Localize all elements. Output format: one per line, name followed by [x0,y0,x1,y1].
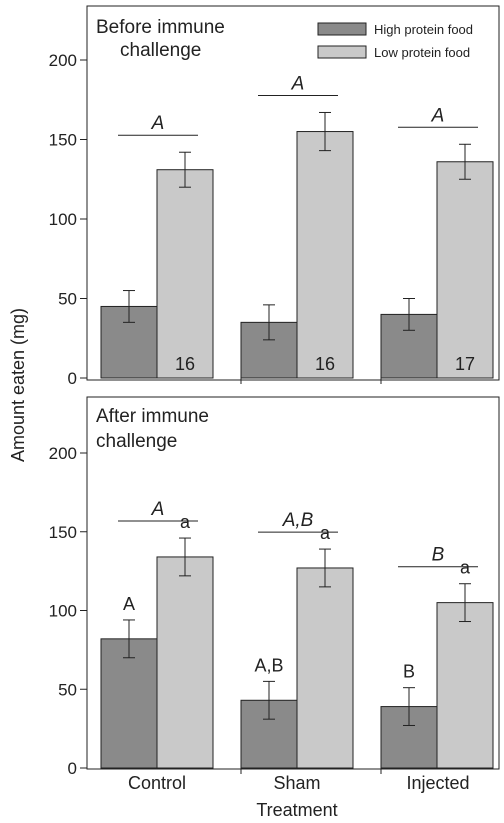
legend-swatch-high-protein [317,22,367,36]
y-tick-label-after-0: 0 [68,759,77,778]
category-label-control: Control [128,773,186,793]
legend-swatch-low-protein [317,45,367,59]
group-letter-after-injected: B [432,545,445,566]
group-letter-before-injected: A [431,105,445,126]
bar-after-control-low-protein [156,556,214,769]
sample-size-before-control: 16 [175,354,195,374]
panel-title-before-line2: challenge [120,40,201,61]
plot-before: 0 50 100 150 200 A 16 A 16 A 17 [49,51,494,388]
bar-letter-after-injected-low-protein: a [460,558,471,578]
legend-label-high-protein: High protein food [374,22,473,37]
y-tick-label-before-100: 100 [49,210,77,229]
x-axis-title: Treatment [256,800,337,820]
y-tick-label-after-100: 100 [49,602,77,621]
group-letter-after-control: A [151,499,165,520]
y-tick-label-after-150: 150 [49,523,77,542]
panel-title-after-line2: challenge [96,431,177,452]
category-label-injected: Injected [406,773,469,793]
bar-before-sham-low-protein [296,131,354,379]
y-tick-label-before-200: 200 [49,51,77,70]
legend: High protein food Low protein food [317,22,473,60]
y-tick-label-before-0: 0 [68,369,77,388]
y-tick-label-before-150: 150 [49,131,77,150]
bar-before-injected-low-protein [436,161,494,379]
bar-before-control-low-protein [156,169,214,379]
panel-title-after-line1: After immune [96,406,209,427]
sample-size-before-sham: 16 [315,354,335,374]
group-letter-before-sham: A [291,73,305,94]
bar-after-control-high-protein [100,638,158,769]
y-tick-label-before-50: 50 [58,290,77,309]
bar-after-sham-low-protein [296,567,354,769]
bar-letter-after-control-high-protein: A [123,594,135,614]
bar-letter-after-sham-low-protein: a [320,523,331,543]
group-letter-before-control: A [151,113,165,134]
bar-letter-after-injected-high-protein: B [403,662,415,682]
category-label-sham: Sham [273,773,320,793]
y-tick-label-after-50: 50 [58,680,77,699]
y-axis-title: Amount eaten (mg) [8,308,28,462]
legend-label-low-protein: Low protein food [374,45,470,60]
panel-title-before-line1: Before immune [96,17,225,38]
bar-letter-after-control-low-protein: a [180,512,191,532]
y-tick-label-after-200: 200 [49,444,77,463]
bar-after-injected-low-protein [436,602,494,769]
sample-size-before-injected: 17 [455,354,475,374]
bar-after-injected-high-protein [380,706,438,769]
group-letter-after-sham: A,B [282,510,314,531]
bar-letter-after-sham-high-protein: A,B [254,655,283,675]
